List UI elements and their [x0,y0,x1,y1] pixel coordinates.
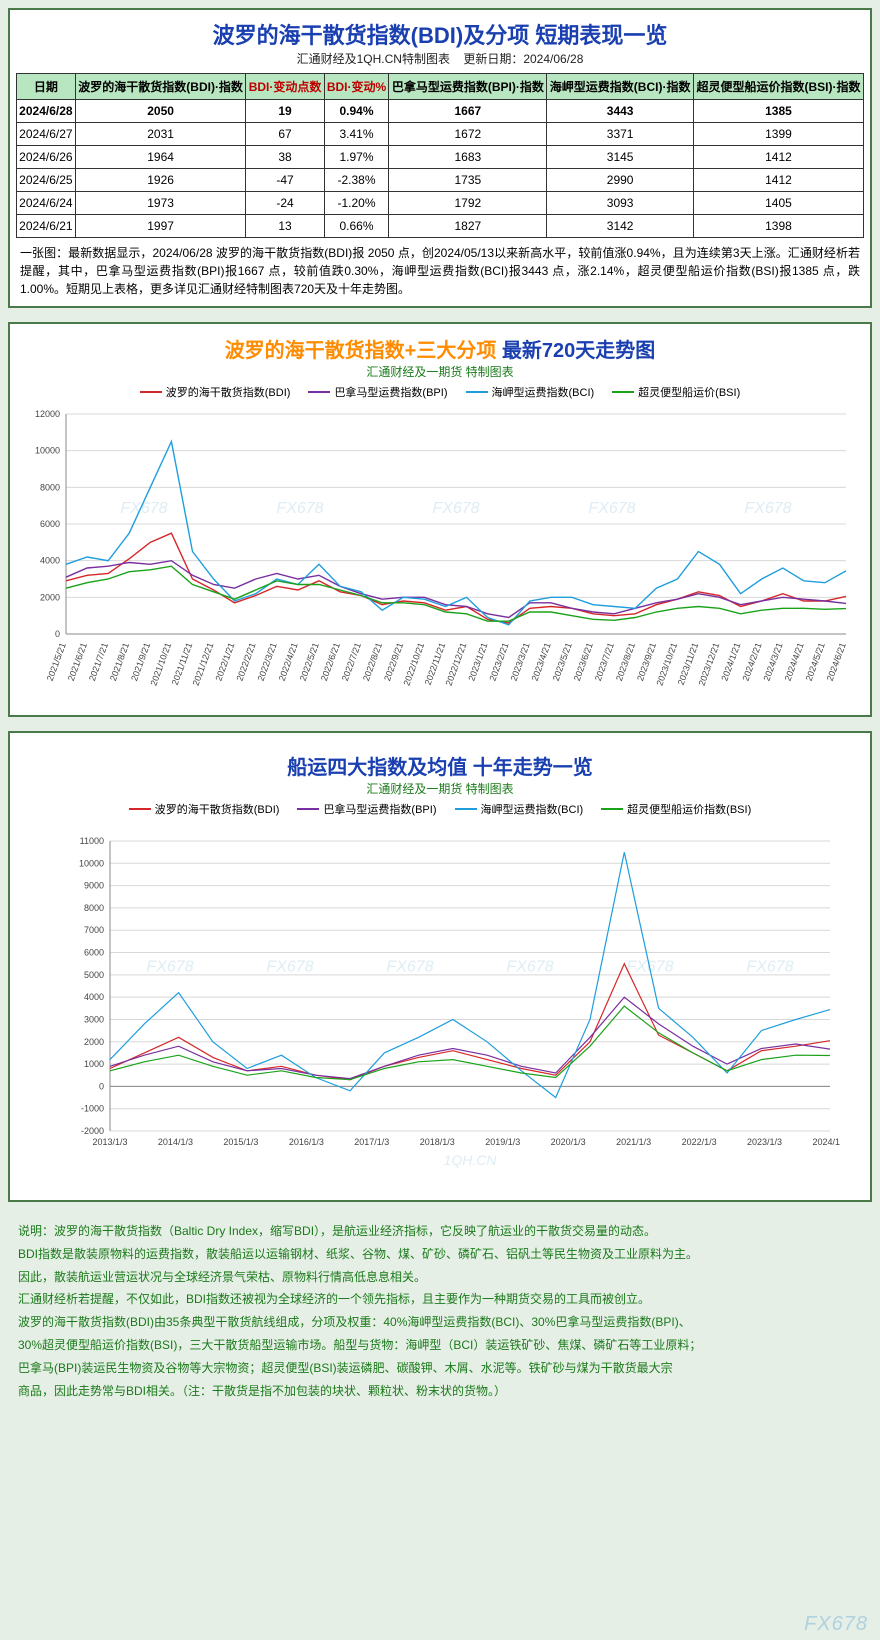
legend-item: 巴拿马型运费指数(BPI) [297,801,436,817]
chart720-legend: 波罗的海干散货指数(BDI) 巴拿马型运费指数(BPI) 海岬型运费指数(BCI) 超… [16,384,864,400]
chart720-wrap: 0200040006000800010000120002021/5/212021… [16,404,864,709]
svg-text:2000: 2000 [84,1037,104,1047]
svg-text:2013/1/3: 2013/1/3 [92,1137,127,1147]
table-header-cell: 日期 [17,74,76,100]
legend-item: 海岬型运费指数(BCI) [466,384,595,400]
svg-text:2019/1/3: 2019/1/3 [485,1137,520,1147]
legend-item: 超灵便型船运价(BSI) [612,384,740,400]
table-row: 2024/6/282050190.94%166734431385 [17,100,864,123]
table-summary: 一张图：最新数据显示，2024/06/28 波罗的海干散货指数(BDI)报 20… [20,244,860,298]
footer-line: 说明：波罗的海干散货指数（Baltic Dry Index，缩写BDI），是航运… [18,1220,862,1243]
legend-item: 波罗的海干散货指数(BDI) [129,801,280,817]
svg-text:FX678: FX678 [746,959,793,976]
chart10y-sub: 汇通财经及一期货 特制图表 [40,780,840,797]
corner-watermark: FX678 [804,1613,868,1636]
table-row: 2024/6/261964381.97%168331451412 [17,146,864,169]
table-row: 2024/6/211997130.66%182731421398 [17,215,864,238]
svg-text:FX678: FX678 [588,500,635,517]
legend-item: 超灵便型船运价指数(BSI) [601,801,751,817]
chart720-sub: 汇通财经及一期货 特制图表 [16,363,864,380]
svg-text:5000: 5000 [84,970,104,980]
svg-text:FX678: FX678 [744,500,791,517]
chart720-title: 波罗的海干散货指数+三大分项 最新720天走势图 [16,334,864,363]
svg-text:12000: 12000 [35,409,60,419]
footer-line: 汇通财经析若提醒，不仅如此，BDI指数还被视为全球经济的一个领先指标，且主要作为… [18,1288,862,1311]
svg-text:9000: 9000 [84,881,104,891]
svg-text:0: 0 [55,629,60,639]
table-row: 2024/6/272031673.41%167233711399 [17,123,864,146]
legend-item: 波罗的海干散货指数(BDI) [140,384,291,400]
svg-text:2024/1/3: 2024/1/3 [812,1137,840,1147]
svg-text:1000: 1000 [84,1059,104,1069]
table-header-cell: BDI·变动% [324,74,389,100]
svg-text:2014/1/3: 2014/1/3 [158,1137,193,1147]
svg-text:0: 0 [99,1081,104,1091]
svg-text:2022/1/3: 2022/1/3 [682,1137,717,1147]
footer-line: 商品，因此走势常与BDI相关。（注：干散货是指不加包装的块状、颗粒状、粉末状的货… [18,1380,862,1403]
table-panel: 波罗的海干散货指数(BDI)及分项 短期表现一览 汇通财经及1QH.CN特制图表… [8,8,872,308]
footer-explanation: 说明：波罗的海干散货指数（Baltic Dry Index，缩写BDI），是航运… [8,1216,872,1412]
svg-text:2000: 2000 [40,592,60,602]
svg-text:8000: 8000 [40,482,60,492]
bdi-table: 日期波罗的海干散货指数(BDI)·指数BDI·变动点数BDI·变动%巴拿马型运费… [16,73,864,238]
footer-line: 巴拿马(BPI)装运民生物资及谷物等大宗物资；超灵便型(BSI)装运磷肥、碳酸钾… [18,1357,862,1380]
svg-text:FX678: FX678 [432,500,479,517]
legend-item: 巴拿马型运费指数(BPI) [308,384,447,400]
footer-line: 波罗的海干散货指数(BDI)由35条典型干散货航线组成，分项及权重：40%海岬型… [18,1311,862,1334]
svg-text:2021/1/3: 2021/1/3 [616,1137,651,1147]
svg-text:-2000: -2000 [81,1126,104,1136]
chart-720-panel: 波罗的海干散货指数+三大分项 最新720天走势图 汇通财经及一期货 特制图表 波… [8,322,872,717]
svg-text:10000: 10000 [79,858,104,868]
chart10y-wrap: -2000 -1000 0 1000 2000 3000 4000 5000 6000 7000 8… [40,821,840,1186]
chart10y-svg: -2000 -1000 0 1000 2000 3000 4000 5000 6000 7000 8… [40,821,840,1181]
table-header-cell: 波罗的海干散货指数(BDI)·指数 [75,74,246,100]
svg-text:2017/1/3: 2017/1/3 [354,1137,389,1147]
svg-text:7000: 7000 [84,925,104,935]
svg-text:11000: 11000 [80,836,104,846]
table-header-cell: 巴拿马型运费指数(BPI)·指数 [389,74,547,100]
footer-line: 因此，散装航运业营运状况与全球经济景气荣枯、原物料行情高低息息相关。 [18,1266,862,1289]
svg-text:-1000: -1000 [81,1104,104,1114]
footer-line: BDI指数是散装原物料的运费指数，散装船运以运输钢材、纸浆、谷物、煤、矿砂、磷矿… [18,1243,862,1266]
svg-text:4000: 4000 [84,992,104,1002]
chart-10y-panel: 船运四大指数及均值 十年走势一览 汇通财经及一期货 特制图表 波罗的海干散货指数… [8,731,872,1202]
footer-line: 30%超灵便型船运价指数(BSI)，三大干散货船型运输市场。船型与货物：海岬型（… [18,1334,862,1357]
svg-text:FX678: FX678 [146,959,193,976]
table-row: 2024/6/241973-24-1.20%179230931405 [17,192,864,215]
svg-text:4000: 4000 [40,556,60,566]
svg-text:FX678: FX678 [506,959,553,976]
table-subtitle: 汇通财经及1QH.CN特制图表 更新日期：2024/06/28 [16,50,864,67]
svg-text:10000: 10000 [35,446,60,456]
svg-text:2016/1/3: 2016/1/3 [289,1137,324,1147]
svg-text:2023/1/3: 2023/1/3 [747,1137,782,1147]
legend-item: 海岬型运费指数(BCI) [455,801,584,817]
svg-text:FX678: FX678 [276,500,323,517]
svg-text:1QH.CN: 1QH.CN [444,1152,498,1168]
table-header-cell: 超灵便型船运价指数(BSI)·指数 [693,74,863,100]
svg-text:2015/1/3: 2015/1/3 [223,1137,258,1147]
svg-text:FX678: FX678 [266,959,313,976]
svg-text:3000: 3000 [84,1014,104,1024]
svg-text:2018/1/3: 2018/1/3 [420,1137,455,1147]
table-title: 波罗的海干散货指数(BDI)及分项 短期表现一览 [16,18,864,50]
chart720-svg: 0200040006000800010000120002021/5/212021… [16,404,856,704]
svg-text:6000: 6000 [84,948,104,958]
table-header-cell: BDI·变动点数 [246,74,324,100]
svg-text:6000: 6000 [40,519,60,529]
svg-text:FX678: FX678 [386,959,433,976]
chart10y-legend: 波罗的海干散货指数(BDI) 巴拿马型运费指数(BPI) 海岬型运费指数(BCI) 超… [40,801,840,817]
svg-text:2020/1/3: 2020/1/3 [551,1137,586,1147]
svg-text:8000: 8000 [84,903,104,913]
table-header-cell: 海岬型运费指数(BCI)·指数 [547,74,694,100]
chart10y-title: 船运四大指数及均值 十年走势一览 [40,751,840,780]
table-row: 2024/6/251926-47-2.38%173529901412 [17,169,864,192]
